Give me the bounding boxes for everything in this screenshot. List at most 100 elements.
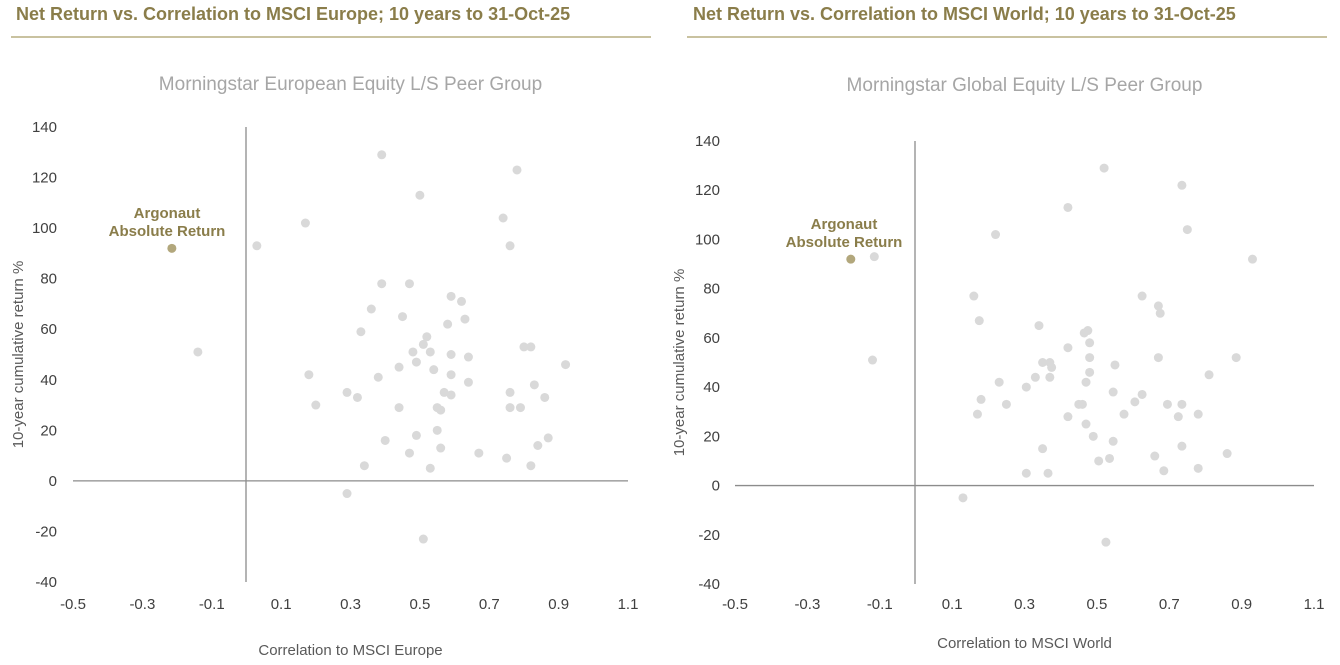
left-peer-point — [519, 342, 529, 352]
right-peer-point — [1038, 358, 1048, 367]
right-y-tick-label: 40 — [703, 379, 720, 396]
right-x-tick-label: 1.1 — [1304, 596, 1325, 613]
left-y-tick-label: 0 — [49, 473, 57, 490]
right-peer-point — [1045, 372, 1055, 382]
left-peer-point — [460, 314, 470, 324]
right-x-tick-label: 0.1 — [942, 596, 963, 613]
left-peer-point — [515, 403, 525, 413]
right-y-tick-label: 100 — [695, 231, 720, 248]
right-x-tick-label: 0.5 — [1086, 596, 1107, 613]
right-peer-point — [1034, 321, 1044, 331]
left-peer-point — [394, 362, 404, 372]
left-peer-point — [561, 360, 571, 370]
left-peer-point — [373, 372, 383, 382]
left-x-tick-label: 0.1 — [271, 596, 292, 613]
right-peer-point — [974, 316, 984, 326]
left-peer-point — [411, 357, 421, 367]
left-peer-point — [425, 463, 435, 473]
left-y-tick-label: 20 — [40, 422, 57, 439]
right-peer-point — [1021, 468, 1031, 478]
left-peer-point — [505, 241, 515, 251]
right-peer-point — [1182, 225, 1192, 235]
left-peer-point — [425, 347, 435, 357]
left-peer-point — [474, 448, 484, 458]
left-peer-point — [443, 319, 453, 329]
right-peer-point — [1085, 367, 1095, 377]
left-peer-point — [352, 392, 362, 402]
left-argonaut-label-line2: Absolute Return — [109, 223, 226, 240]
right-peer-point — [1130, 397, 1140, 407]
right-peer-point — [1063, 202, 1073, 212]
left-peer-point — [498, 213, 508, 223]
right-peer-point — [1193, 463, 1203, 473]
right-peer-point — [1247, 254, 1257, 264]
right-peer-point — [1153, 301, 1163, 311]
right-peer-point — [1173, 412, 1183, 422]
left-peer-point — [463, 352, 473, 362]
right-y-axis-label: 10-year cumulative return % — [671, 269, 688, 457]
left-y-tick-label: 120 — [32, 170, 57, 187]
left-y-tick-label: 40 — [40, 372, 57, 389]
left-x-tick-label: 0.3 — [340, 596, 361, 613]
right-peer-point — [1021, 382, 1031, 392]
right-argonaut-label-line1: Argonaut — [811, 216, 878, 233]
left-peer-point — [418, 534, 428, 544]
left-peer-point — [432, 425, 442, 435]
left-peer-point — [526, 461, 536, 471]
left-peer-point — [394, 403, 404, 413]
right-peer-point — [1137, 389, 1147, 399]
left-peer-point — [446, 370, 456, 380]
left-peer-point — [252, 241, 262, 251]
left-x-tick-label: -0.5 — [60, 596, 86, 613]
left-y-tick-label: -20 — [35, 523, 57, 540]
left-peer-point — [439, 387, 449, 397]
left-peer-point — [408, 347, 418, 357]
right-peer-point — [1063, 343, 1073, 353]
right-x-axis-label: Correlation to MSCI World — [937, 635, 1112, 652]
left-x-tick-label: 0.9 — [548, 596, 569, 613]
right-peer-point — [994, 377, 1004, 387]
left-y-tick-label: 80 — [40, 271, 57, 288]
left-peer-point — [415, 190, 425, 200]
right-peer-point — [1150, 451, 1160, 461]
left-peer-point — [411, 430, 421, 440]
right-peer-point — [1222, 449, 1232, 459]
left-peer-point — [422, 332, 432, 342]
right-header-rule — [687, 36, 1327, 38]
right-x-tick-label: -0.3 — [794, 596, 820, 613]
right-peer-point — [1204, 370, 1214, 380]
right-x-tick-label: 0.7 — [1159, 596, 1180, 613]
right-peer-point — [1043, 468, 1053, 478]
left-header-rule — [11, 36, 651, 38]
left-peer-point — [418, 339, 428, 349]
right-x-tick-label: -0.1 — [867, 596, 893, 613]
left-peer-point — [377, 279, 387, 289]
right-y-tick-label: -40 — [698, 576, 720, 593]
right-peer-point — [1137, 291, 1147, 301]
right-peer-point — [1077, 399, 1087, 409]
left-peer-point — [446, 350, 456, 359]
right-y-tick-label: 0 — [712, 478, 720, 495]
right-peer-point — [958, 493, 968, 503]
right-peer-point — [1155, 308, 1165, 318]
left-y-tick-label: -40 — [35, 574, 57, 591]
left-peer-point — [342, 387, 352, 397]
left-peer-point — [436, 405, 446, 415]
left-peer-point — [543, 433, 553, 443]
right-y-tick-label: 120 — [695, 182, 720, 199]
right-peer-point — [1162, 399, 1172, 409]
right-peer-point — [1088, 431, 1098, 441]
right-peer-point — [969, 291, 979, 301]
right-peer-point — [1177, 441, 1187, 451]
right-x-tick-label: 0.9 — [1231, 596, 1252, 613]
left-peer-point — [505, 403, 515, 413]
right-peer-point — [1177, 180, 1187, 190]
right-peer-point — [1193, 409, 1203, 419]
right-peer-point — [1101, 537, 1111, 547]
left-chart-title: Morningstar European Equity L/S Peer Gro… — [159, 74, 542, 95]
left-peer-point — [359, 461, 369, 471]
right-peer-point — [1085, 353, 1095, 363]
right-y-tick-label: 60 — [703, 330, 720, 347]
left-peer-point — [380, 435, 390, 445]
